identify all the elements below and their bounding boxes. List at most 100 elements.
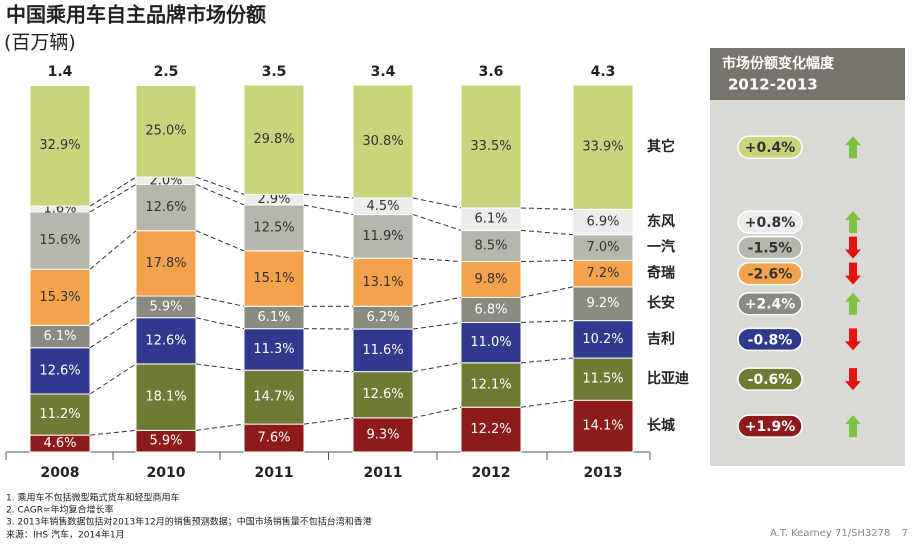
bar-segment — [460, 84, 522, 209]
change-label: +2.4% — [745, 297, 796, 313]
bar-segment — [352, 214, 414, 259]
connector — [195, 230, 245, 252]
bar-segment — [29, 268, 91, 326]
value-label: 12.6% — [362, 387, 403, 402]
connector — [89, 363, 137, 395]
change-label: +0.4% — [745, 140, 796, 156]
bar-segment — [572, 399, 634, 453]
note: 3. 2013年销售数据包括对2013年12月的销售预测数据；中国市场销售量不包… — [6, 516, 372, 528]
total-label: 1.4 — [48, 64, 73, 80]
change-pill — [737, 327, 803, 352]
connector — [303, 204, 354, 216]
value-label: 2.9% — [257, 192, 290, 207]
change-pill — [737, 414, 803, 438]
total-label: 2.5 — [154, 64, 179, 80]
value-label: 11.0% — [470, 335, 511, 350]
change-arrow — [845, 328, 861, 351]
value-label: 7.6% — [257, 431, 290, 446]
legend-label: 奇瑞 — [647, 265, 675, 282]
bar-segment — [135, 317, 197, 365]
value-label: 11.5% — [582, 372, 623, 387]
legend-label: 长安 — [647, 295, 675, 312]
value-label: 30.8% — [362, 134, 403, 149]
total-label: 3.5 — [262, 64, 287, 80]
connector — [520, 286, 574, 298]
bar-segment — [29, 211, 91, 270]
value-label: 12.2% — [470, 422, 511, 437]
bar-segment — [243, 250, 305, 307]
change-label: +1.9% — [745, 419, 796, 435]
value-label: 6.1% — [43, 329, 76, 344]
value-label: 15.6% — [39, 233, 80, 248]
bar-segment — [460, 362, 522, 408]
change-pill — [737, 210, 803, 234]
legend-label: 其它 — [647, 138, 675, 155]
change-pill — [737, 367, 803, 391]
change-arrow — [845, 136, 861, 159]
bar-segment — [572, 84, 634, 210]
legend-label: 比亚迪 — [647, 370, 689, 387]
value-label: 33.9% — [582, 140, 623, 155]
connector — [520, 399, 574, 408]
connector — [303, 250, 354, 259]
connector — [303, 193, 354, 199]
panel-body — [710, 100, 905, 466]
bar-segment — [572, 286, 634, 322]
connector — [412, 297, 462, 307]
value-label: 13.1% — [362, 275, 403, 290]
connector — [412, 321, 462, 330]
value-label: 14.1% — [582, 419, 623, 434]
value-label: 11.2% — [39, 407, 80, 422]
change-arrow — [845, 368, 861, 391]
value-label: 12.6% — [145, 333, 186, 348]
value-label: 10.2% — [582, 332, 623, 347]
value-label: 7.0% — [586, 240, 619, 255]
connector — [89, 317, 137, 349]
value-label: 4.6% — [43, 436, 76, 451]
connector — [195, 363, 245, 371]
legend-label: 长城 — [647, 417, 675, 434]
change-pill — [737, 235, 803, 260]
bar-segment — [352, 84, 414, 199]
value-label: 11.9% — [362, 229, 403, 244]
value-label: 32.9% — [39, 138, 80, 153]
value-label: 9.2% — [586, 296, 619, 311]
value-label: 12.5% — [253, 220, 294, 235]
value-label: 33.5% — [470, 139, 511, 154]
connector — [520, 320, 574, 323]
change-label: -2.6% — [748, 267, 793, 283]
bar-segment — [135, 363, 197, 431]
bar-segment — [572, 234, 634, 261]
x-tick-label: 2011 — [255, 465, 294, 481]
connector — [412, 362, 462, 373]
connector — [412, 257, 462, 263]
x-tick-label: 2010 — [147, 465, 186, 481]
bar-segment — [352, 257, 414, 307]
value-label: 5.9% — [149, 434, 182, 449]
value-label: 18.1% — [145, 390, 186, 405]
value-label: 14.7% — [253, 390, 294, 405]
connector — [520, 357, 574, 364]
change-pill — [737, 291, 803, 316]
value-label: 11.6% — [362, 343, 403, 358]
connector — [89, 429, 137, 436]
connector — [520, 229, 574, 236]
value-label: 11.3% — [253, 342, 294, 357]
bar-segment — [29, 347, 91, 395]
connector — [412, 214, 462, 231]
note: 2. CAGR=年均复合增长率 — [6, 504, 114, 516]
value-label: 6.1% — [257, 310, 290, 325]
bar-segment — [572, 208, 634, 236]
connector — [89, 230, 137, 270]
value-label: 4.5% — [366, 199, 399, 214]
bar-segment — [243, 84, 305, 195]
value-label: 9.8% — [474, 272, 507, 287]
bar-segment — [460, 296, 522, 323]
value-label: 6.2% — [366, 310, 399, 325]
legend-label: 吉利 — [647, 330, 675, 347]
change-pill — [737, 261, 803, 286]
value-label: 5.9% — [149, 299, 182, 314]
connector — [195, 317, 245, 330]
panel-period: 2012-2013 — [728, 76, 818, 94]
